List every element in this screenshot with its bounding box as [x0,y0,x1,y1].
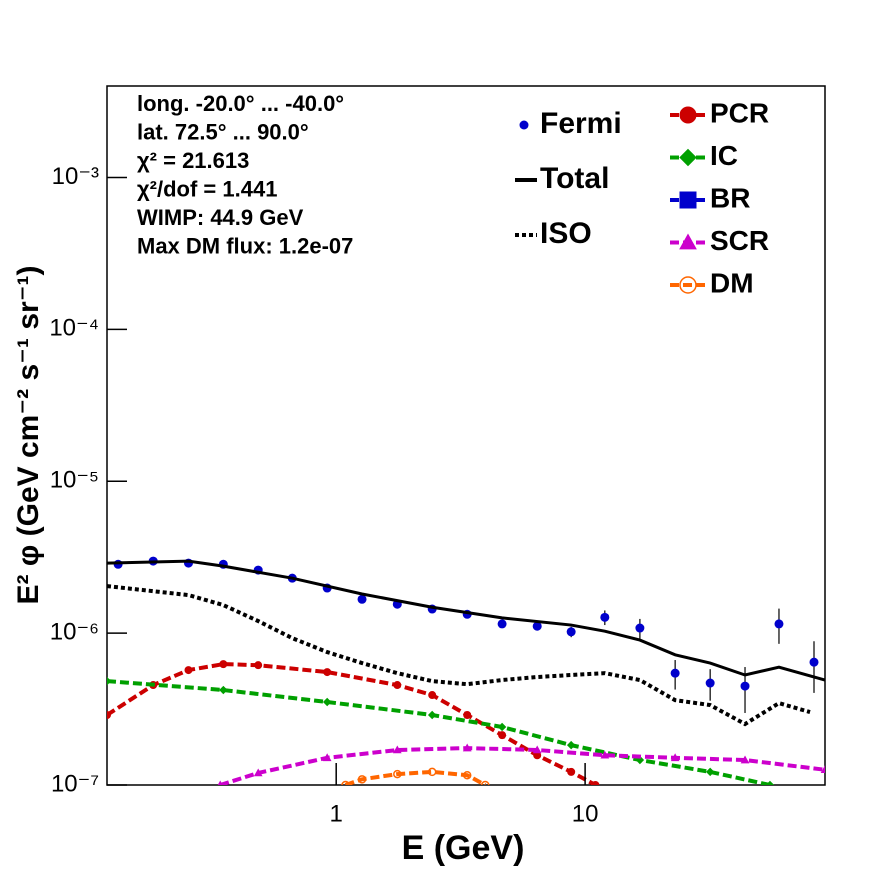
marker [341,780,350,785]
data-point [566,627,576,637]
data-point [705,678,715,688]
legend-marker [519,120,529,130]
annotation: WIMP: 44.9 GeV [137,205,304,230]
marker [679,276,697,294]
marker [254,661,263,670]
legend-label: BR [710,182,750,213]
marker [357,775,367,784]
legend-label: Total [540,162,609,195]
annotation: Max DM flux: 1.2e-07 [137,233,353,258]
legend-label: Fermi [540,107,622,140]
marker [322,697,332,707]
data-point [774,619,784,629]
data-point [670,668,680,678]
marker [323,668,332,677]
marker [497,722,507,732]
marker [217,780,223,785]
marker [427,767,437,777]
y-tick-label: 10⁻³ [52,163,99,190]
marker [253,768,263,777]
legend-label: PCR [710,97,769,128]
marker [679,106,697,124]
x-tick-label: 1 [330,800,343,827]
marker [107,676,112,686]
marker [322,753,332,762]
series-line [107,584,811,727]
legend-label: IC [710,140,738,171]
annotation: χ² = 21.613 [137,148,249,173]
marker [591,781,600,785]
plot-area [107,556,825,785]
marker [393,769,402,779]
y-tick-label: 10⁻⁶ [50,618,99,645]
series-line [107,559,825,682]
x-tick-label: 10 [572,800,599,827]
data-point [635,623,645,633]
data-point [740,681,750,691]
data-point [532,621,542,631]
marker [820,765,825,774]
y-tick-label: 10⁻⁷ [51,770,99,797]
marker [219,685,228,695]
marker [462,743,472,752]
data-point [600,612,610,622]
x-axis-title: E (GeV) [402,829,525,867]
marker [428,691,437,700]
marker [679,148,697,167]
marker [498,731,507,740]
marker [480,780,490,785]
marker [463,710,472,719]
marker [670,753,680,762]
marker [532,745,542,754]
marker [462,770,472,780]
marker [219,660,228,669]
annotation: χ²/dof = 1.441 [137,176,277,201]
data-point [809,657,819,667]
marker [600,750,610,759]
marker [392,745,402,754]
marker [393,681,402,690]
legend-label: SCR [710,225,769,256]
marker [765,780,775,785]
data-point [497,619,507,629]
data-point [357,594,367,604]
marker [427,710,437,720]
y-tick-label: 10⁻⁵ [50,467,99,494]
annotation: long. -20.0° ... -40.0° [137,91,344,116]
annotation: lat. 72.5° ... 90.0° [137,119,309,144]
plot-frame [106,85,826,786]
legend-label: DM [710,267,754,298]
y-tick-label: 10⁻⁴ [49,315,99,342]
marker [184,666,193,675]
marker [679,233,697,250]
y-axis-title: E² φ (GeV cm⁻² s⁻¹ sr⁻¹) [12,265,45,604]
marker [740,755,750,764]
marker [566,740,576,750]
legend-label: ISO [540,217,592,250]
marker [705,767,715,777]
marker [567,767,576,776]
marker [679,191,697,209]
series-line [219,746,825,785]
marker [107,710,111,719]
